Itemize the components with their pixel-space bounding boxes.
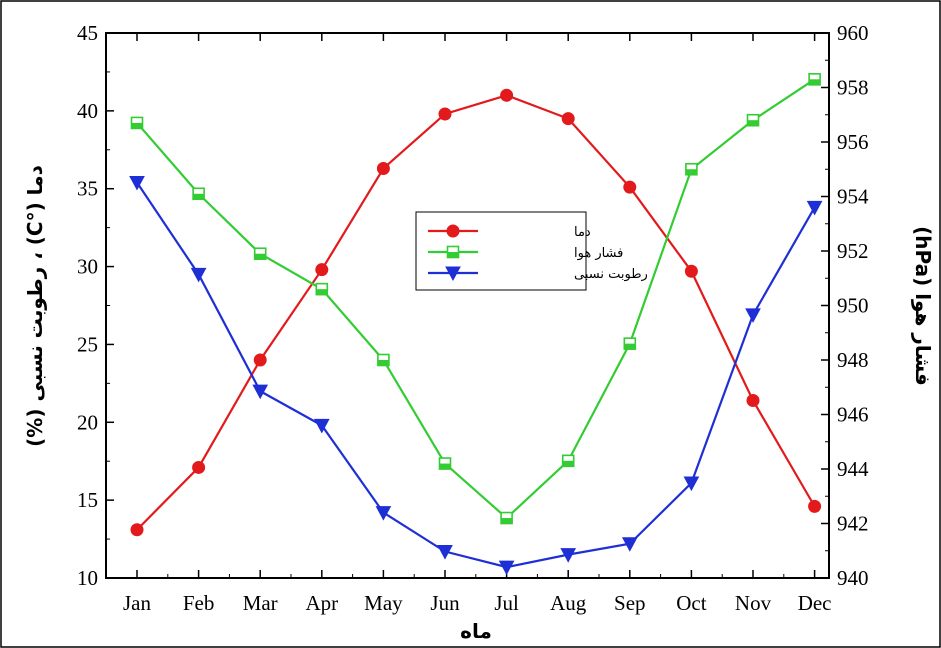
data-point — [253, 353, 267, 367]
x-tick-label: Nov — [735, 591, 772, 615]
x-tick-label: Oct — [676, 591, 706, 615]
y-right-tick-label: 960 — [837, 21, 869, 45]
data-point — [560, 548, 577, 563]
y-left-tick-label: 35 — [77, 177, 98, 201]
data-point — [808, 499, 822, 513]
data-point — [315, 263, 329, 277]
data-point — [500, 511, 513, 525]
x-tick-label: Mar — [243, 591, 278, 615]
data-point — [806, 200, 823, 216]
series-line — [136, 94, 816, 531]
legend-entry: رطوبت نسبی — [428, 266, 648, 282]
x-tick-label: Feb — [183, 591, 215, 615]
data-point — [745, 308, 761, 323]
x-tick-label: Jun — [430, 591, 460, 615]
data-point — [561, 112, 575, 126]
x-tick-label: Sep — [614, 591, 646, 615]
data-point — [190, 267, 207, 283]
legend: دما فشار هوا رطوبت نسبی — [415, 211, 648, 291]
data-point — [683, 476, 700, 492]
data-point — [377, 353, 390, 367]
y-right-axis-ticks: 940 942 944 946 948 950 952 954 956 958 960 — [821, 21, 869, 590]
data-point — [252, 384, 269, 400]
data-point — [130, 523, 144, 537]
data-point — [376, 161, 390, 175]
data-point — [746, 393, 760, 407]
legend-marker — [446, 224, 460, 238]
y-left-tick-label: 10 — [77, 566, 98, 590]
data-point — [623, 180, 637, 194]
legend-entry: دما — [428, 224, 591, 240]
data-point — [192, 187, 205, 201]
data-point — [498, 560, 515, 576]
legend-label: رطوبت نسبی — [574, 267, 648, 282]
data-point — [685, 162, 698, 176]
legend-marker — [446, 245, 460, 259]
y-left-tick-label: 30 — [77, 255, 98, 279]
y-left-axis-title: دما (°C) ، رطوبت نسبی (%) — [23, 165, 47, 447]
data-point — [375, 506, 392, 521]
data-point — [684, 264, 698, 278]
data-point — [130, 116, 144, 130]
data-point — [313, 418, 330, 434]
data-point — [437, 545, 453, 560]
x-axis-title: ماه — [460, 619, 492, 643]
data-point — [315, 282, 329, 296]
x-tick-label: Jan — [123, 591, 151, 615]
x-tick-label: Jul — [494, 591, 519, 615]
series-layer — [129, 73, 823, 576]
y-left-tick-label: 45 — [77, 21, 98, 45]
x-tick-label: Apr — [305, 591, 338, 615]
y-right-tick-label: 958 — [837, 76, 869, 100]
legend-label: فشار هوا — [574, 246, 623, 261]
x-tick-label: May — [364, 591, 403, 615]
data-point — [438, 107, 452, 121]
series-3 — [129, 175, 823, 576]
series-1 — [130, 88, 822, 537]
y-right-tick-label: 940 — [837, 566, 869, 590]
y-right-tick-label: 950 — [837, 294, 869, 318]
y-right-tick-label: 952 — [837, 239, 869, 263]
y-right-axis-title: فشار هوا (hPa) — [911, 226, 935, 386]
data-point — [438, 457, 452, 470]
x-tick-label: Dec — [798, 591, 832, 615]
y-left-tick-label: 25 — [77, 332, 98, 356]
data-point — [746, 113, 760, 127]
data-point — [253, 247, 267, 261]
series-line — [136, 78, 816, 520]
legend-label: دما — [574, 225, 591, 240]
data-point — [621, 537, 638, 552]
series-line — [136, 181, 816, 569]
series-2 — [130, 73, 821, 525]
x-tick-label: Aug — [550, 591, 587, 615]
x-axis-ticks: Jan Feb Mar Apr May Jun Jul Aug Sep Oct Nov Dec — [123, 33, 832, 615]
y-right-tick-label: 948 — [837, 348, 869, 372]
y-left-axis-ticks: 10 15 20 25 30 35 40 45 — [77, 21, 114, 590]
y-left-tick-label: 40 — [77, 99, 98, 123]
data-point — [623, 337, 637, 350]
y-left-tick-label: 20 — [77, 410, 98, 434]
y-right-tick-label: 946 — [837, 403, 869, 427]
data-point — [561, 454, 575, 468]
legend-entry: فشار هوا — [428, 245, 623, 261]
data-point — [808, 73, 821, 86]
y-right-tick-label: 956 — [837, 130, 869, 154]
legend-marker — [445, 266, 461, 282]
y-right-tick-label: 944 — [837, 457, 869, 481]
data-point — [192, 460, 206, 474]
data-point — [500, 88, 514, 102]
y-left-tick-label: 15 — [77, 488, 98, 512]
y-right-tick-label: 942 — [837, 512, 869, 536]
y-right-tick-label: 954 — [837, 185, 869, 209]
data-point — [129, 175, 145, 191]
